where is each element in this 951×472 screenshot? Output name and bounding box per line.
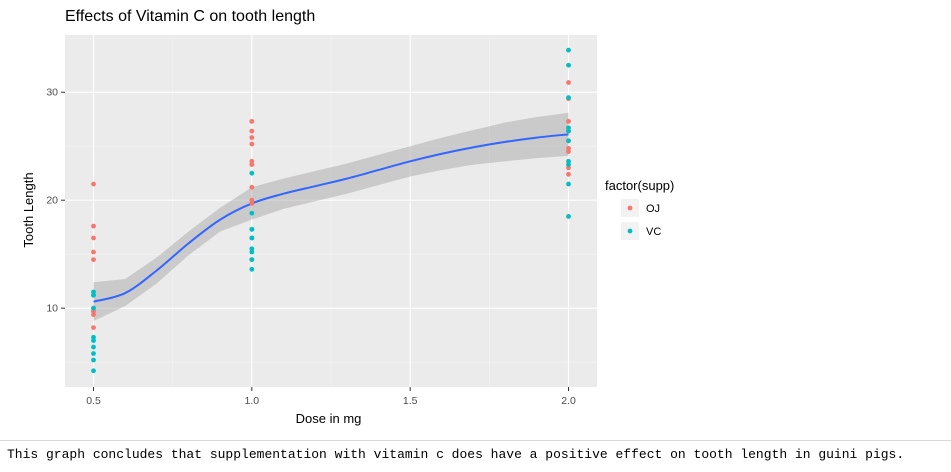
data-point-oj [249, 141, 255, 147]
y-tick-label: 10 [46, 303, 58, 315]
data-point-vc [91, 357, 96, 363]
x-tick-label: 0.5 [86, 395, 101, 407]
legend: factor(supp) OJ VC [605, 178, 674, 240]
data-point-oj [91, 325, 96, 331]
data-point-vc [91, 305, 96, 311]
y-tick-label: 30 [46, 87, 58, 99]
data-point-oj [566, 118, 571, 124]
data-point-oj [91, 249, 96, 255]
data-point-oj [566, 171, 571, 177]
x-tick-label: 1.5 [403, 395, 418, 407]
data-point-vc [249, 210, 255, 216]
data-point-vc [91, 344, 96, 350]
data-point-vc [249, 226, 255, 232]
chart-svg: 0.5 1.0 1.5 2.0 10 20 30 Effects of Vitamin C … [21, 8, 674, 426]
data-point-vc [91, 338, 96, 343]
data-point-oj [249, 184, 255, 190]
axes: 0.5 1.0 1.5 2.0 10 20 30 [46, 87, 576, 407]
smooth-curve [93, 133, 569, 303]
x-tick-label: 1.0 [245, 395, 260, 407]
chart-area: 0.5 1.0 1.5 2.0 10 20 30 Effects of Vitamin C … [21, 8, 675, 426]
ribbon-band [93, 112, 569, 322]
legend-key-point [627, 205, 633, 211]
plot-panel [65, 35, 597, 387]
data-point-oj [249, 197, 255, 203]
data-point-oj [91, 257, 96, 262]
data-point-vc [566, 125, 571, 131]
data-point-vc [249, 246, 255, 252]
data-point-vc [91, 351, 96, 356]
data-point-vc [249, 257, 255, 262]
data-point-vc [566, 47, 571, 53]
data-point-vc [566, 62, 571, 68]
legend-label: OJ [646, 203, 660, 215]
data-point-oj [91, 181, 96, 187]
data-points [91, 47, 571, 374]
chart-title: Effects of Vitamin C on tooth length [65, 8, 315, 25]
smooth-line [93, 133, 569, 303]
data-point-vc [566, 162, 571, 167]
confidence-ribbon [93, 112, 569, 322]
data-point-oj [249, 135, 255, 140]
data-point-oj [566, 80, 571, 85]
data-point-vc [91, 292, 96, 298]
data-point-vc [249, 266, 255, 272]
legend-key-point [627, 228, 633, 234]
data-point-vc [249, 170, 255, 176]
caption-text: This graph concludes that supplementatio… [7, 447, 905, 462]
caption-bar: This graph concludes that supplementatio… [0, 440, 951, 472]
data-point-vc [566, 95, 571, 101]
data-point-vc [566, 214, 571, 219]
x-axis-label: Dose in mg [296, 411, 362, 426]
data-point-oj [91, 235, 96, 241]
legend-label: VC [646, 226, 661, 238]
data-point-oj [249, 158, 255, 164]
data-point-vc [249, 235, 255, 241]
y-tick-label: 20 [46, 195, 58, 207]
data-point-oj [249, 118, 255, 124]
data-point-oj [91, 223, 96, 229]
data-point-oj [566, 145, 571, 151]
x-tick-label: 2.0 [561, 395, 576, 407]
data-point-vc [91, 368, 96, 374]
data-point-vc [566, 181, 571, 187]
y-axis-label: Tooth Length [21, 172, 36, 247]
legend-title: factor(supp) [605, 178, 674, 193]
data-point-vc [566, 138, 571, 144]
data-point-oj [249, 128, 255, 134]
